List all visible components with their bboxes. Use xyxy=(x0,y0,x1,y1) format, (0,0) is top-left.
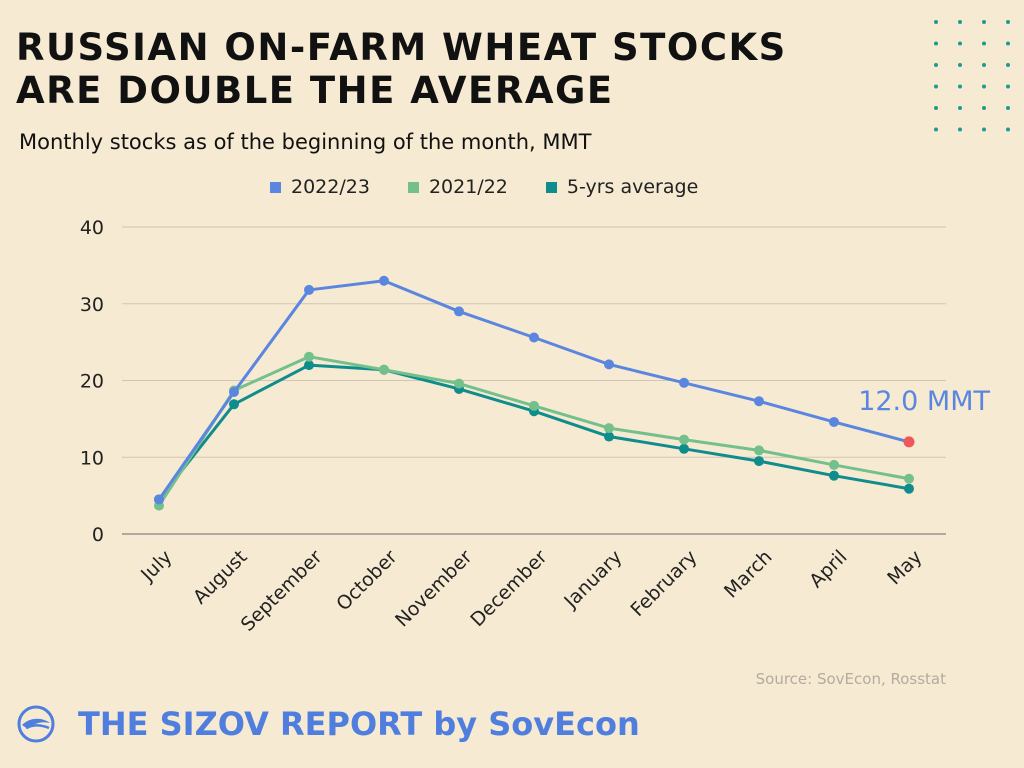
decor-dot xyxy=(958,106,962,110)
series-5-yrs-average xyxy=(154,360,914,505)
dot-grid-decoration xyxy=(934,20,1010,132)
data-point xyxy=(679,434,689,445)
data-point xyxy=(454,306,464,317)
x-tick-label: April xyxy=(805,546,851,592)
x-tick-label: December xyxy=(466,546,551,631)
x-tick-label: July xyxy=(136,546,176,586)
legend-label: 5-yrs average xyxy=(566,176,699,198)
data-point xyxy=(604,423,614,434)
decor-dot xyxy=(934,41,938,46)
data-point xyxy=(754,396,764,407)
x-tick-label: September xyxy=(237,546,327,636)
y-tick-label: 0 xyxy=(92,524,104,546)
decor-dot xyxy=(958,63,962,67)
legend-item-2022-23: 2022/23 xyxy=(270,176,370,198)
decor-dot xyxy=(982,63,986,67)
data-point xyxy=(379,275,389,286)
decor-dot xyxy=(1006,20,1010,24)
decor-dot xyxy=(982,106,986,110)
decor-dot xyxy=(958,41,962,46)
data-point xyxy=(304,284,314,295)
x-tick-label: January xyxy=(559,546,626,613)
data-point xyxy=(454,378,464,389)
legend-item-2021-22: 2021/22 xyxy=(407,176,508,198)
y-tick-label: 40 xyxy=(80,217,104,239)
data-point xyxy=(754,445,764,456)
annotation-label: 12.0 MMT xyxy=(858,386,990,417)
footer-brand: THE SIZOV REPORT by SovEcon xyxy=(16,704,640,744)
decor-dot xyxy=(958,84,962,89)
decor-dot xyxy=(934,20,938,24)
data-point xyxy=(679,377,689,388)
decor-dot xyxy=(934,127,938,132)
decor-dot xyxy=(982,127,986,132)
data-point xyxy=(679,443,689,454)
decor-dot xyxy=(982,84,986,89)
data-point xyxy=(904,483,914,494)
legend-swatch xyxy=(407,181,419,193)
decor-dot xyxy=(982,20,986,24)
data-point xyxy=(829,470,839,481)
decor-dot xyxy=(1006,106,1010,110)
x-tick-label: March xyxy=(720,546,777,603)
data-point xyxy=(229,399,239,410)
sovecon-logo-icon xyxy=(17,705,55,743)
data-point xyxy=(829,416,839,427)
legend-swatch xyxy=(545,181,557,193)
series-line xyxy=(157,363,910,501)
decor-dot xyxy=(1006,84,1010,89)
decor-dot xyxy=(958,127,962,132)
title-line-2: ARE DOUBLE THE AVERAGE xyxy=(16,69,614,112)
source-note: Source: SovEcon, Rosstat xyxy=(755,670,946,688)
data-point xyxy=(904,473,914,484)
decor-dot xyxy=(934,84,938,89)
data-point xyxy=(529,332,539,343)
data-point xyxy=(829,459,839,470)
x-tick-label: May xyxy=(883,546,926,589)
legend-label: 2021/22 xyxy=(428,176,508,198)
x-tick-label: February xyxy=(626,546,701,621)
x-tick-label: November xyxy=(391,546,477,632)
data-point xyxy=(754,456,764,467)
brand-name: THE SIZOV REPORT by SovEcon xyxy=(78,705,640,743)
legend-label: 2022/23 xyxy=(291,176,370,198)
title-line-1: RUSSIAN ON-FARM WHEAT STOCKS xyxy=(16,26,787,69)
chart-subtitle: Monthly stocks as of the beginning of th… xyxy=(19,130,592,154)
decor-dot xyxy=(934,63,938,67)
chart-legend: 2022/23 2021/22 5-yrs average xyxy=(270,176,698,198)
decor-dot xyxy=(1006,127,1010,132)
data-point xyxy=(304,351,314,362)
data-point xyxy=(529,400,539,411)
series-line xyxy=(157,355,910,507)
highlight-point xyxy=(903,436,915,448)
series-2021-22 xyxy=(154,351,914,511)
legend-swatch xyxy=(270,181,281,193)
decor-dot xyxy=(958,20,962,24)
decor-dot xyxy=(1006,63,1010,67)
data-point xyxy=(604,359,614,370)
data-point xyxy=(304,360,314,371)
data-point xyxy=(379,364,389,375)
decor-dot xyxy=(982,41,986,46)
y-tick-label: 20 xyxy=(80,371,104,393)
series-line xyxy=(157,279,910,501)
x-tick-label: October xyxy=(332,546,401,615)
data-point xyxy=(154,494,164,505)
data-point xyxy=(229,387,239,398)
y-tick-label: 10 xyxy=(80,447,104,469)
legend-item-5yr-average: 5-yrs average xyxy=(545,176,699,198)
x-tick-label: August xyxy=(189,546,252,609)
data-point xyxy=(604,431,614,442)
decor-dot xyxy=(1006,41,1010,46)
gridlines xyxy=(122,226,946,535)
decor-dot xyxy=(934,106,938,110)
page-title: RUSSIAN ON-FARM WHEAT STOCKS ARE DOUBLE … xyxy=(16,26,876,112)
y-tick-label: 30 xyxy=(80,294,104,316)
